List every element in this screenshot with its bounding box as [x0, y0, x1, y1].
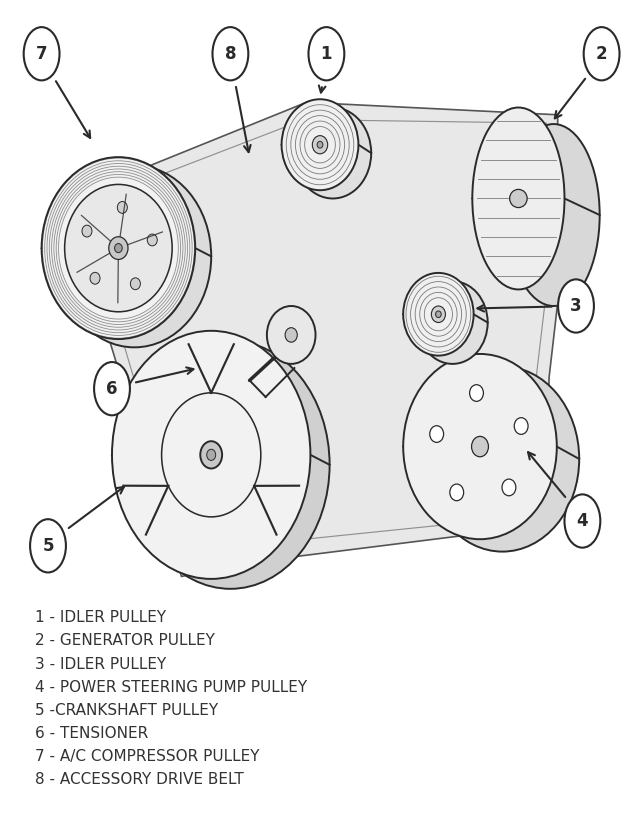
Ellipse shape — [131, 341, 330, 589]
Ellipse shape — [502, 479, 516, 495]
Ellipse shape — [584, 27, 620, 80]
Ellipse shape — [430, 426, 444, 442]
Ellipse shape — [147, 234, 157, 246]
Ellipse shape — [117, 202, 127, 213]
Ellipse shape — [508, 124, 600, 306]
Ellipse shape — [131, 278, 140, 289]
Ellipse shape — [267, 306, 316, 364]
Ellipse shape — [285, 327, 297, 342]
Text: 7 - A/C COMPRESSOR PULLEY: 7 - A/C COMPRESSOR PULLEY — [35, 749, 260, 764]
Text: 6 - TENSIONER: 6 - TENSIONER — [35, 726, 148, 741]
Text: 2: 2 — [596, 45, 607, 63]
Ellipse shape — [515, 418, 528, 434]
Ellipse shape — [317, 141, 323, 148]
Ellipse shape — [207, 449, 216, 461]
Ellipse shape — [30, 519, 66, 572]
Ellipse shape — [450, 484, 463, 500]
Ellipse shape — [58, 165, 211, 347]
Text: 5: 5 — [42, 537, 54, 555]
Ellipse shape — [472, 437, 488, 457]
Ellipse shape — [308, 27, 344, 80]
Text: 1 - IDLER PULLEY: 1 - IDLER PULLEY — [35, 610, 166, 625]
Ellipse shape — [436, 311, 441, 318]
Text: 8 - ACCESSORY DRIVE BELT: 8 - ACCESSORY DRIVE BELT — [35, 772, 244, 787]
Text: 4: 4 — [577, 512, 588, 530]
Ellipse shape — [42, 157, 195, 339]
Ellipse shape — [112, 331, 310, 579]
Text: 3: 3 — [570, 297, 582, 315]
Ellipse shape — [403, 273, 474, 356]
Ellipse shape — [115, 244, 122, 253]
Ellipse shape — [403, 354, 557, 539]
Ellipse shape — [282, 99, 358, 190]
Ellipse shape — [109, 237, 128, 260]
Ellipse shape — [564, 495, 600, 547]
Text: 5 -CRANKSHAFT PULLEY: 5 -CRANKSHAFT PULLEY — [35, 703, 218, 718]
Ellipse shape — [94, 362, 130, 415]
Ellipse shape — [426, 366, 579, 552]
Ellipse shape — [431, 306, 445, 323]
Text: 1: 1 — [321, 45, 332, 63]
Text: 4 - POWER STEERING PUMP PULLEY: 4 - POWER STEERING PUMP PULLEY — [35, 680, 307, 695]
Ellipse shape — [417, 281, 488, 364]
Ellipse shape — [90, 272, 100, 284]
Text: 2 - GENERATOR PULLEY: 2 - GENERATOR PULLEY — [35, 633, 215, 648]
Ellipse shape — [312, 136, 328, 154]
Text: 7: 7 — [36, 45, 47, 63]
Ellipse shape — [200, 442, 222, 468]
Polygon shape — [48, 102, 561, 576]
Ellipse shape — [82, 225, 92, 237]
Ellipse shape — [509, 189, 527, 208]
Ellipse shape — [470, 385, 483, 401]
Ellipse shape — [558, 280, 594, 332]
Ellipse shape — [212, 27, 248, 80]
Ellipse shape — [24, 27, 60, 80]
Ellipse shape — [294, 108, 371, 198]
Ellipse shape — [472, 108, 564, 289]
Text: 6: 6 — [106, 380, 118, 398]
Text: 8: 8 — [225, 45, 236, 63]
Text: 3 - IDLER PULLEY: 3 - IDLER PULLEY — [35, 657, 166, 672]
Ellipse shape — [65, 184, 172, 312]
